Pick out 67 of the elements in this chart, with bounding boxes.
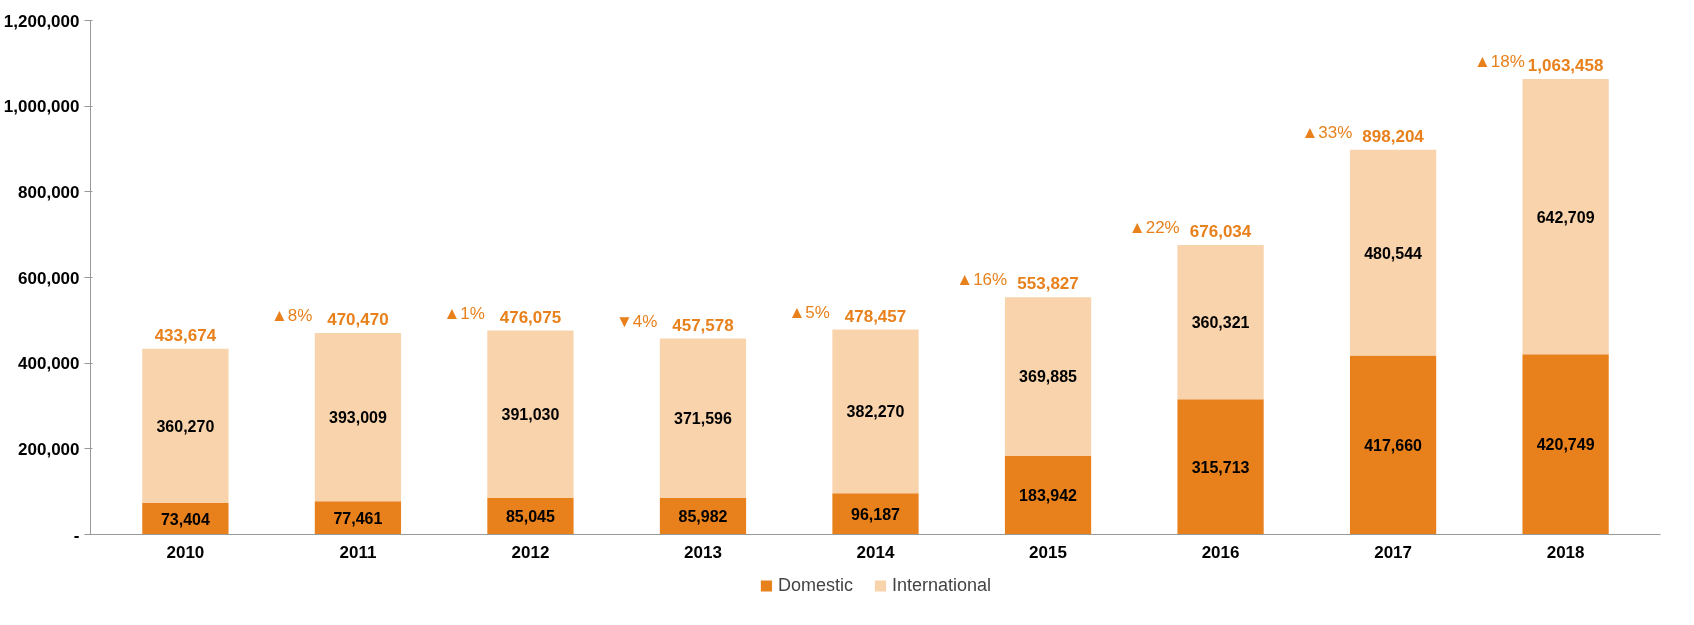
data-label: 391,030 (501, 406, 560, 424)
annotation: ▲5% (788, 302, 830, 322)
y-tick-label: 200,000 (18, 439, 80, 459)
x-tick-label: 2014 (856, 542, 895, 562)
data-label: 77,461 (333, 509, 383, 527)
annotation: ▲1% (443, 303, 485, 323)
annotation: ▲22% (1128, 217, 1180, 237)
bar (1004, 297, 1092, 456)
total-label: 478,457 (844, 306, 907, 326)
x-tick-label: 2018 (1546, 542, 1585, 562)
data-label: 420,749 (1536, 436, 1595, 454)
annotation: ▲8% (270, 305, 313, 325)
data-label: 85,982 (678, 508, 728, 526)
bar (1177, 399, 1264, 535)
y-tick-label: 400,000 (18, 354, 80, 374)
total-label: 553,827 (1017, 274, 1079, 294)
data-label: 360,321 (1191, 314, 1250, 332)
total-label: 676,034 (1189, 221, 1252, 241)
bar (1349, 355, 1437, 535)
data-label: 73,404 (160, 510, 210, 528)
bar (1349, 149, 1437, 356)
total-label: 1,063,458 (1527, 55, 1604, 75)
y-tick-label: 1,000,000 (3, 97, 80, 117)
bar (832, 329, 919, 494)
bar (1522, 354, 1609, 535)
data-label: 369,885 (1019, 368, 1078, 386)
legend-label: International (891, 574, 992, 596)
x-tick-label: 2017 (1374, 542, 1412, 562)
total-label: 457,578 (672, 315, 734, 335)
x-tick-label: 2013 (684, 542, 722, 562)
data-label: 96,187 (851, 505, 901, 523)
legend-label: Domestic (777, 574, 853, 596)
annotation: ▲18% (1473, 51, 1525, 71)
y-tick-label: 800,000 (18, 182, 80, 202)
annotation: ▲16% (956, 270, 1008, 290)
x-tick-label: 2010 (166, 542, 205, 562)
y-tick-label: 600,000 (18, 268, 80, 288)
total-label: 470,470 (327, 309, 389, 329)
y-tick-label: 1,200,000 (3, 11, 80, 31)
total-label: 476,075 (499, 307, 562, 327)
x-tick-label: 2015 (1029, 542, 1067, 562)
bar (314, 332, 402, 502)
bar (1004, 455, 1092, 535)
total-label: 898,204 (1362, 126, 1425, 146)
data-label: 183,942 (1019, 487, 1078, 505)
bar (1522, 78, 1609, 355)
x-tick-label: 2011 (339, 542, 377, 562)
data-label: 360,270 (156, 417, 215, 435)
total-label: 433,674 (154, 325, 217, 345)
data-label: 417,660 (1364, 437, 1423, 455)
data-label: 315,713 (1191, 458, 1250, 476)
data-label: 642,709 (1536, 208, 1595, 226)
data-label: 371,596 (674, 410, 732, 428)
data-label: 393,009 (329, 409, 387, 427)
y-tick-label: - (73, 525, 80, 545)
bar (659, 338, 747, 498)
annotation: ▼4% (616, 311, 658, 331)
data-label: 85,045 (505, 508, 556, 526)
bar (142, 348, 229, 504)
x-tick-label: 2016 (1201, 542, 1240, 562)
bar (487, 330, 574, 499)
bar (832, 493, 919, 535)
bar (1177, 244, 1264, 400)
annotation: ▲33% (1301, 122, 1353, 142)
x-tick-label: 2012 (511, 542, 550, 562)
data-label: 480,544 (1364, 244, 1423, 262)
data-label: 382,270 (846, 403, 905, 421)
